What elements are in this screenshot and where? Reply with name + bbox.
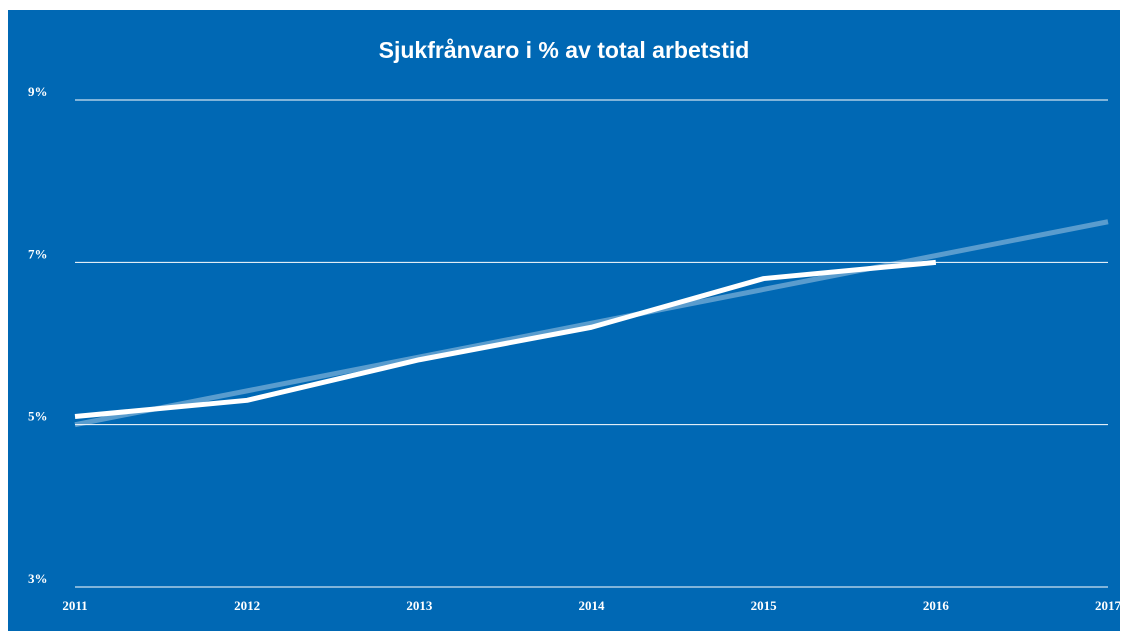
x-tick-label: 2017 xyxy=(1095,598,1122,613)
chart-title: Sjukfrånvaro i % av total arbetstid xyxy=(379,37,750,63)
x-tick-label: 2015 xyxy=(751,598,778,613)
y-tick-label: 3% xyxy=(28,571,48,586)
x-tick-label: 2014 xyxy=(579,598,606,613)
y-tick-label: 5% xyxy=(28,409,48,424)
chart-background xyxy=(8,10,1120,631)
x-tick-label: 2013 xyxy=(406,598,433,613)
x-tick-label: 2016 xyxy=(923,598,950,613)
data-line xyxy=(74,259,937,420)
y-tick-label: 7% xyxy=(28,246,48,261)
trend-line xyxy=(74,219,1109,428)
x-tick-label: 2012 xyxy=(234,598,260,613)
x-tick-label: 2011 xyxy=(62,598,87,613)
y-tick-label: 9% xyxy=(28,84,48,99)
